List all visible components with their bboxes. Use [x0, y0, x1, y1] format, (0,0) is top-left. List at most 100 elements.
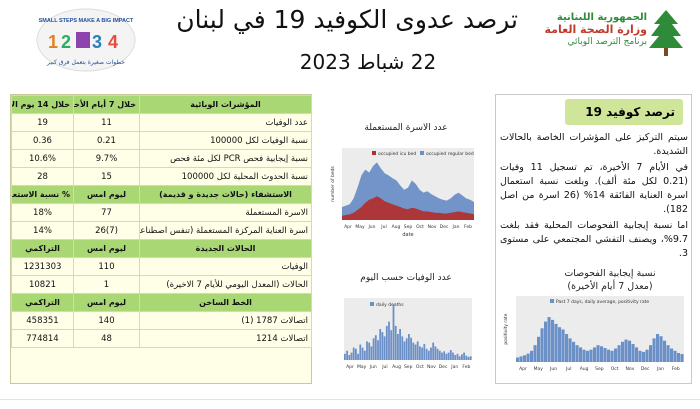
positivity-ylabel: positivity rate	[503, 313, 509, 344]
header-cell: خلال 7 أيام الأخيرة	[73, 95, 140, 114]
table-row-label: اتصالات 1787 (1)	[139, 311, 312, 330]
deaths-bar	[447, 352, 450, 360]
table-row-label: اسرة العناية المركزة المستعملة (تنفس اصط…	[139, 221, 312, 240]
deaths-bar	[359, 344, 362, 360]
positivity-legend-label: Past 7 days, daily average, positivity r…	[556, 299, 649, 305]
positivity-bar	[533, 345, 537, 362]
deaths-legend-swatch	[370, 302, 374, 306]
summary-paragraph-1: سيتم التركيز على المؤشرات الخاصة بالحالا…	[500, 132, 688, 157]
deaths-bar	[465, 355, 468, 360]
positivity-bar	[603, 348, 607, 362]
positivity-month-tick: Apr	[519, 366, 527, 372]
beds-ylabel: number of beds	[330, 166, 336, 202]
table-row: 0.36 0.21 نسبة الوفيات لكل 100000	[11, 131, 312, 150]
positivity-bar	[666, 345, 670, 362]
positivity-bar	[554, 323, 558, 362]
deaths-bar	[449, 350, 452, 360]
table-row-label: الاسرة المستعملة	[139, 203, 312, 222]
deaths-bar	[344, 353, 346, 360]
campaign-top-text: SMALL STEPS MAKE A BIG IMPACT	[39, 18, 134, 24]
table-value-7d: 15	[73, 167, 140, 186]
positivity-bar	[680, 354, 684, 362]
positivity-bar	[547, 317, 551, 362]
deaths-bar	[370, 346, 373, 360]
positivity-bar	[526, 353, 530, 362]
positivity-bar	[663, 340, 667, 362]
table-value-14d: 28	[11, 167, 74, 186]
table-section-header: خلال 14 يوم الأخيرةخلال 7 أيام الأخيرةال…	[11, 95, 312, 114]
positivity-month-tick: May	[534, 366, 544, 372]
deaths-bar	[348, 355, 351, 360]
ministry-logo-text: الجمهورية اللبنانية وزارة الصحة العامة ب…	[544, 12, 648, 48]
positivity-bar	[621, 341, 625, 362]
deaths-bar	[388, 321, 390, 360]
deaths-bar	[461, 354, 463, 360]
beds-xlabel: date	[402, 232, 413, 238]
svg-text:3: 3	[92, 32, 102, 52]
deaths-bar	[427, 350, 430, 360]
indicators-table: خلال 14 يوم الأخيرةخلال 7 أيام الأخيرة ال…	[11, 95, 312, 348]
beds-month-tick: May	[355, 224, 365, 230]
beds-month-tick: Jun	[367, 224, 375, 230]
legend-regular-label: occupied regular bed	[426, 151, 474, 157]
deaths-bar	[419, 346, 421, 360]
ministry-line-1: الجمهورية اللبنانية	[556, 12, 647, 23]
positivity-bar	[645, 349, 649, 362]
deaths-bar	[445, 353, 448, 360]
positivity-bar	[575, 345, 579, 362]
positivity-bar	[516, 357, 520, 362]
deaths-bar	[421, 347, 423, 360]
deaths-month-tick: Dec	[439, 364, 448, 370]
header-cell: خلال 14 يوم الأخيرة	[11, 95, 74, 114]
deaths-month-tick: Oct	[416, 364, 424, 370]
table-value-7d: 9.7%	[73, 149, 140, 168]
positivity-bar	[607, 349, 611, 362]
icu-beds-area	[342, 196, 474, 220]
table-row: 458351 140 اتصالات 1787 (1)	[11, 311, 312, 330]
positivity-bar	[519, 356, 523, 362]
positivity-month-tick: Jun	[549, 366, 557, 372]
table-section-header: التراكمي ليوم امس الخط الساخن	[11, 293, 312, 312]
positivity-bar	[537, 336, 541, 362]
table-row-label: الوفيات	[139, 257, 312, 276]
table-row: 1231303 110 الوفيات	[11, 257, 312, 276]
table-value-7d: 1	[73, 275, 140, 294]
deaths-bar	[463, 352, 465, 360]
summary-text: سيتم التركيز على المؤشرات الخاصة بالحالا…	[500, 131, 688, 263]
legend-regular-swatch	[420, 151, 424, 155]
positivity-bar	[652, 338, 656, 362]
positivity-month-tick: Dec	[641, 366, 650, 372]
deaths-bar	[401, 336, 404, 360]
positivity-bar	[530, 350, 534, 362]
positivity-bar	[582, 349, 586, 362]
table-row: 28 15 نسبة الحدوث المحلية لكل 100000	[11, 167, 312, 186]
table-row-label: اتصالات 1214	[139, 329, 312, 348]
table-value-14d: 10.6%	[11, 149, 74, 168]
ministry-line-2: وزارة الصحة العامة	[544, 23, 648, 36]
positivity-bar	[593, 347, 597, 362]
table-row: 774814 48 اتصالات 1214	[11, 329, 312, 348]
deaths-bar	[379, 329, 382, 360]
deaths-bar	[412, 342, 415, 360]
deaths-bar	[352, 347, 355, 360]
header-cell: % نسبة الاستعمال	[11, 185, 74, 204]
deaths-bar	[346, 350, 348, 360]
table-value-7d: 0.21	[73, 131, 140, 150]
deaths-bar	[366, 341, 368, 360]
positivity-bar	[579, 347, 583, 362]
beds-month-tick: Jan	[452, 224, 460, 230]
table-row-label: نسبة الحدوث المحلية لكل 100000	[139, 167, 312, 186]
deaths-month-tick: Aug	[392, 364, 401, 370]
positivity-bar	[600, 346, 604, 362]
deaths-bar	[350, 352, 353, 360]
deaths-month-tick: Jan	[450, 364, 458, 370]
svg-text:1: 1	[48, 32, 58, 52]
summary-paragraph-2: في الأيام 7 الأخيرة، تم تسجيل 11 وفيات (…	[500, 162, 688, 215]
deaths-month-tick: Feb	[462, 364, 470, 370]
positivity-bar	[638, 350, 642, 362]
table-value-7d: 110	[73, 257, 140, 276]
campaign-logo: SMALL STEPS MAKE A BIG IMPACT 1 2 3 4 خط…	[36, 8, 136, 72]
occupied-beds-chart: عدد الاسرة المستعملة occupied icu bed occu…	[330, 123, 474, 238]
indicators-table-panel: خلال 14 يوم الأخيرةخلال 7 أيام الأخيرة ال…	[10, 94, 312, 384]
